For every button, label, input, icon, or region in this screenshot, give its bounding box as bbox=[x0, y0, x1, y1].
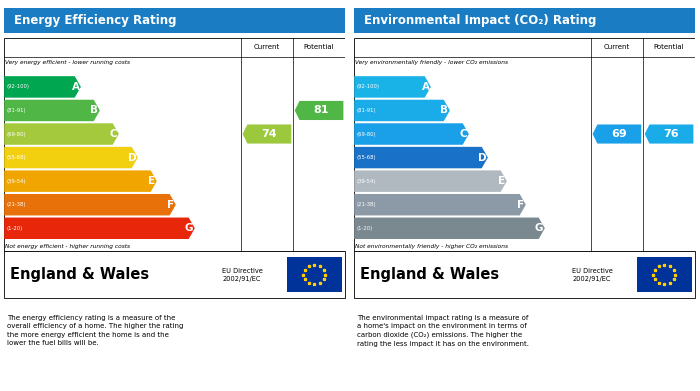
Bar bbox=[354, 251, 695, 298]
Polygon shape bbox=[243, 124, 291, 143]
Polygon shape bbox=[4, 147, 138, 169]
Text: Very environmentally friendly - lower CO₂ emissions: Very environmentally friendly - lower CO… bbox=[355, 60, 508, 65]
Text: G: G bbox=[185, 223, 193, 233]
Text: (81-91): (81-91) bbox=[356, 108, 376, 113]
Text: (21-38): (21-38) bbox=[356, 202, 376, 207]
Text: A: A bbox=[421, 82, 430, 92]
Text: Not energy efficient - higher running costs: Not energy efficient - higher running co… bbox=[5, 244, 130, 249]
Bar bbox=[4, 8, 345, 33]
Polygon shape bbox=[354, 170, 507, 192]
Bar bbox=[287, 257, 342, 292]
Text: (92-100): (92-100) bbox=[356, 84, 379, 90]
Text: EU Directive
2002/91/EC: EU Directive 2002/91/EC bbox=[572, 267, 613, 282]
Polygon shape bbox=[354, 147, 488, 169]
Bar bbox=[637, 257, 692, 292]
Polygon shape bbox=[4, 217, 195, 239]
Polygon shape bbox=[4, 194, 176, 215]
Text: (92-100): (92-100) bbox=[6, 84, 29, 90]
Text: 69: 69 bbox=[612, 129, 627, 139]
Polygon shape bbox=[4, 123, 119, 145]
Text: Energy Efficiency Rating: Energy Efficiency Rating bbox=[14, 14, 176, 27]
Text: 81: 81 bbox=[314, 106, 329, 115]
Bar bbox=[4, 251, 345, 298]
Text: C: C bbox=[110, 129, 118, 139]
Bar bbox=[4, 38, 345, 251]
Text: Very energy efficient - lower running costs: Very energy efficient - lower running co… bbox=[5, 60, 130, 65]
Text: D: D bbox=[128, 152, 136, 163]
Polygon shape bbox=[295, 101, 344, 120]
Text: The energy efficiency rating is a measure of the
overall efficiency of a home. T: The energy efficiency rating is a measur… bbox=[7, 315, 183, 346]
Polygon shape bbox=[4, 100, 100, 121]
Text: (69-80): (69-80) bbox=[356, 131, 376, 136]
Text: (81-91): (81-91) bbox=[6, 108, 26, 113]
Polygon shape bbox=[354, 100, 450, 121]
Text: England & Wales: England & Wales bbox=[360, 267, 500, 282]
Text: Current: Current bbox=[254, 44, 280, 50]
Text: C: C bbox=[460, 129, 468, 139]
Text: Not environmentally friendly - higher CO₂ emissions: Not environmentally friendly - higher CO… bbox=[355, 244, 508, 249]
Text: (21-38): (21-38) bbox=[6, 202, 26, 207]
Text: B: B bbox=[440, 106, 449, 115]
Text: (39-54): (39-54) bbox=[356, 179, 376, 184]
Text: D: D bbox=[478, 152, 486, 163]
Text: Potential: Potential bbox=[654, 44, 685, 50]
Bar bbox=[354, 8, 695, 33]
Text: G: G bbox=[535, 223, 543, 233]
Text: England & Wales: England & Wales bbox=[10, 267, 150, 282]
Polygon shape bbox=[593, 124, 641, 143]
Polygon shape bbox=[354, 217, 545, 239]
Text: (39-54): (39-54) bbox=[6, 179, 26, 184]
Text: 76: 76 bbox=[664, 129, 679, 139]
Polygon shape bbox=[4, 76, 81, 98]
Text: 74: 74 bbox=[262, 129, 277, 139]
Text: Potential: Potential bbox=[304, 44, 335, 50]
Text: F: F bbox=[167, 200, 174, 210]
Text: (55-68): (55-68) bbox=[6, 155, 26, 160]
Polygon shape bbox=[354, 76, 431, 98]
Text: The environmental impact rating is a measure of
a home's impact on the environme: The environmental impact rating is a mea… bbox=[357, 315, 529, 347]
Text: F: F bbox=[517, 200, 524, 210]
Text: (1-20): (1-20) bbox=[6, 226, 22, 231]
Text: EU Directive
2002/91/EC: EU Directive 2002/91/EC bbox=[222, 267, 263, 282]
Text: E: E bbox=[148, 176, 155, 186]
Text: E: E bbox=[498, 176, 505, 186]
Text: (1-20): (1-20) bbox=[356, 226, 372, 231]
Polygon shape bbox=[645, 124, 694, 143]
Polygon shape bbox=[4, 170, 157, 192]
Bar bbox=[354, 38, 695, 251]
Text: Current: Current bbox=[604, 44, 630, 50]
Text: Environmental Impact (CO₂) Rating: Environmental Impact (CO₂) Rating bbox=[364, 14, 596, 27]
Text: (69-80): (69-80) bbox=[6, 131, 26, 136]
Polygon shape bbox=[354, 123, 469, 145]
Polygon shape bbox=[354, 194, 526, 215]
Text: A: A bbox=[71, 82, 80, 92]
Text: B: B bbox=[90, 106, 99, 115]
Text: (55-68): (55-68) bbox=[356, 155, 376, 160]
